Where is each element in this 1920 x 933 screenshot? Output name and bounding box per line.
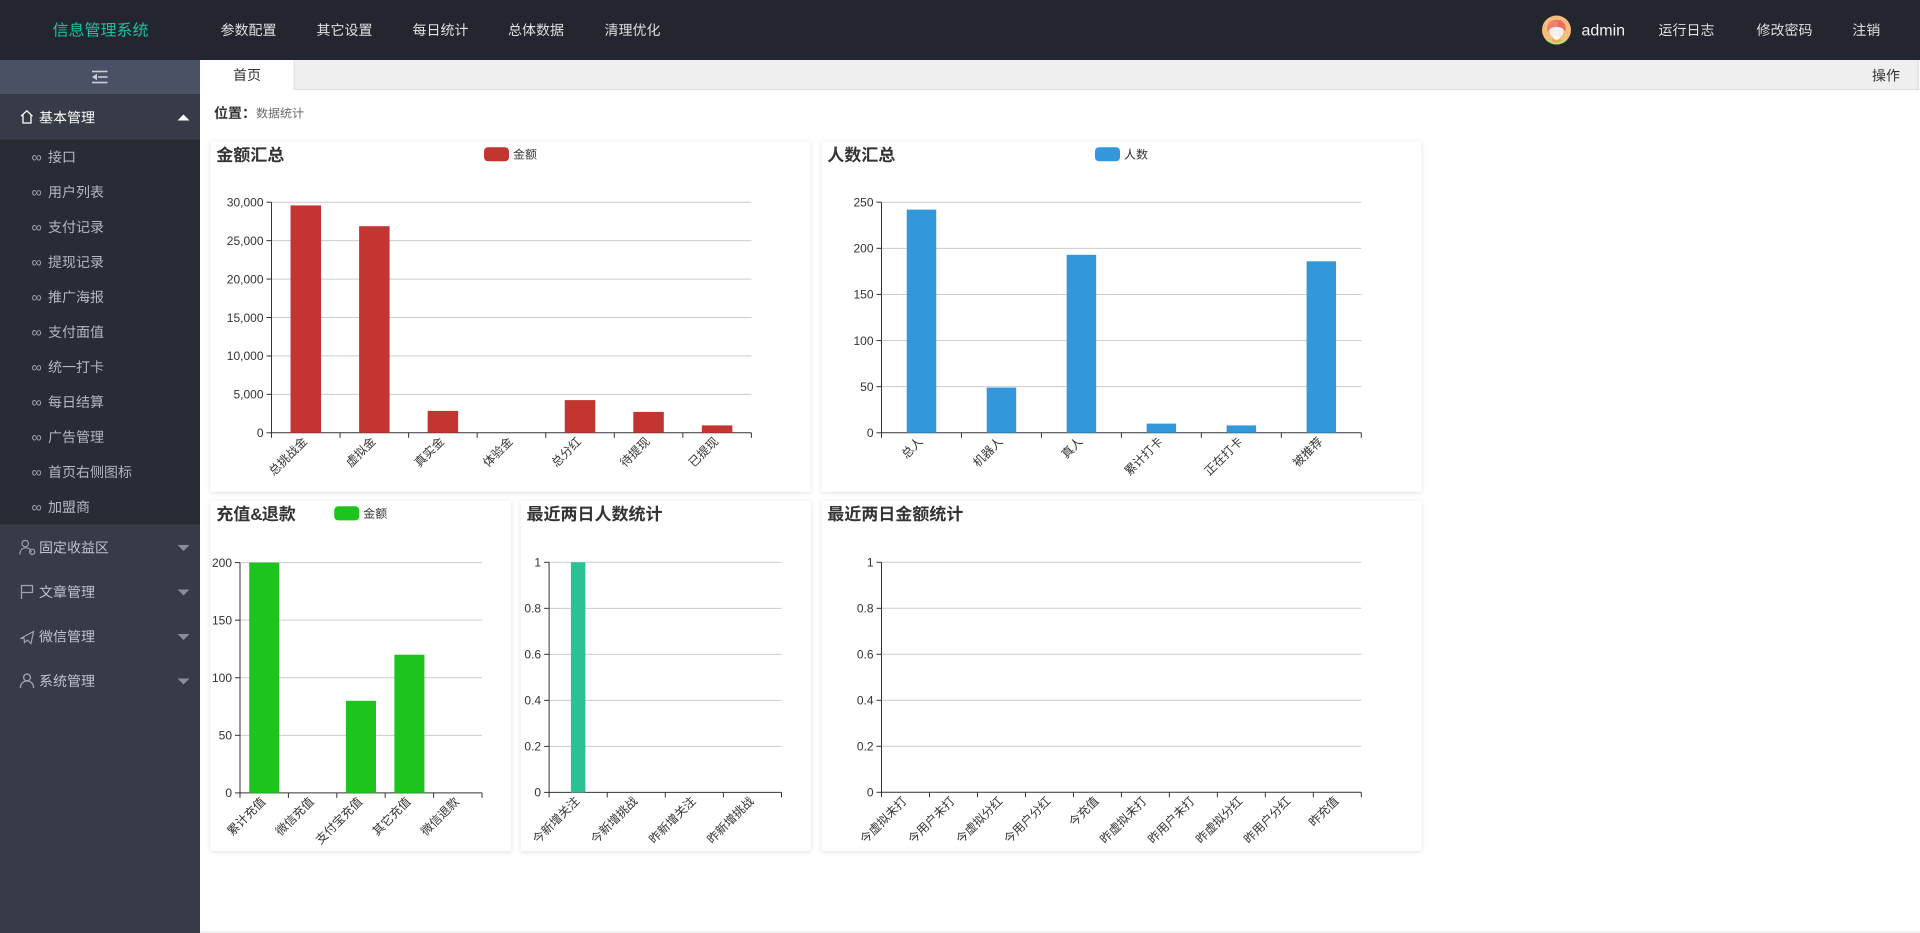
svg-text:20,000: 20,000 <box>227 272 264 286</box>
svg-text:admin: admin <box>1582 23 1626 40</box>
svg-text:∞: ∞ <box>32 290 42 306</box>
svg-text:1: 1 <box>534 556 541 570</box>
svg-text:∞: ∞ <box>32 325 42 341</box>
svg-text:10,000: 10,000 <box>227 349 264 363</box>
svg-text:200: 200 <box>212 556 232 570</box>
svg-text:0.4: 0.4 <box>857 694 874 708</box>
svg-text:15,000: 15,000 <box>227 311 264 325</box>
svg-text:100: 100 <box>212 671 232 685</box>
svg-text:∞: ∞ <box>32 150 42 166</box>
svg-text:0: 0 <box>257 426 264 440</box>
svg-text:∞: ∞ <box>32 395 42 411</box>
svg-text:150: 150 <box>853 288 873 302</box>
svg-text:1: 1 <box>867 556 874 570</box>
svg-text:0.6: 0.6 <box>857 648 874 662</box>
svg-text:∞: ∞ <box>32 220 42 236</box>
svg-text:0.2: 0.2 <box>857 740 874 754</box>
svg-text:∞: ∞ <box>32 465 42 481</box>
svg-text:&: & <box>250 505 262 524</box>
svg-text:0: 0 <box>534 786 541 800</box>
svg-text:50: 50 <box>860 380 874 394</box>
svg-text:5,000: 5,000 <box>233 388 263 402</box>
svg-text:0.8: 0.8 <box>857 602 874 616</box>
svg-text:250: 250 <box>853 196 873 210</box>
svg-text:25,000: 25,000 <box>227 234 264 248</box>
svg-text:∞: ∞ <box>32 255 42 271</box>
svg-text:0: 0 <box>225 786 232 800</box>
svg-text:∞: ∞ <box>32 500 42 516</box>
svg-text:200: 200 <box>853 242 873 256</box>
svg-text:50: 50 <box>219 729 233 743</box>
svg-text:0: 0 <box>867 786 874 800</box>
svg-text:∞: ∞ <box>32 360 42 376</box>
svg-text:150: 150 <box>212 614 232 628</box>
svg-text:0.2: 0.2 <box>524 740 541 754</box>
svg-text:0: 0 <box>867 426 874 440</box>
svg-text:0.8: 0.8 <box>524 602 541 616</box>
svg-text:∞: ∞ <box>32 430 42 446</box>
svg-text:30,000: 30,000 <box>227 196 264 210</box>
svg-text:100: 100 <box>853 334 873 348</box>
svg-text:∞: ∞ <box>32 185 42 201</box>
svg-text:0.6: 0.6 <box>524 648 541 662</box>
svg-text:0.4: 0.4 <box>524 694 541 708</box>
